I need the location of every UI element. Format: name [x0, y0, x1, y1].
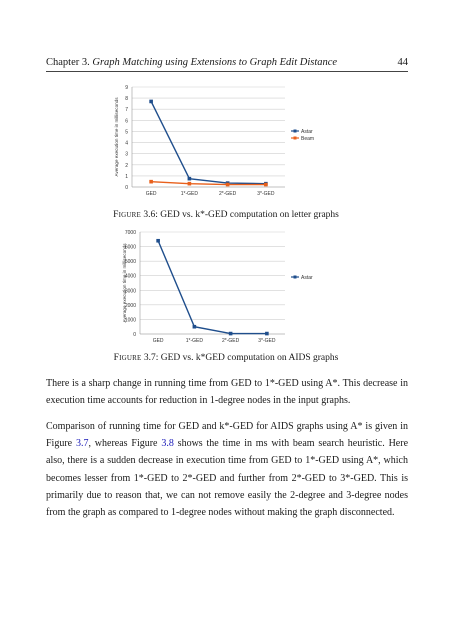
- page-number: 44: [397, 57, 409, 68]
- data-point-astar: [228, 331, 233, 336]
- figure-3-7-chart: 0 1000 2000 3000 4000 5000 6000 7000 GED 1*-GED 2*…: [122, 230, 313, 344]
- y-tick-label: 5: [125, 129, 128, 135]
- x-tick-label: 1*-GED: [186, 338, 204, 344]
- x-tick-label: 2*-GED: [219, 191, 237, 197]
- legend-marker: [293, 136, 297, 140]
- data-point-astar: [187, 176, 192, 181]
- figure-3-7-caption: Figure 3.7: GED vs. k*GED computation on…: [113, 353, 339, 363]
- paragraph-2: Comparison of running time for GED and k…: [46, 421, 409, 519]
- series-line-astar: [157, 240, 267, 335]
- y-tick-label: 9: [125, 85, 128, 91]
- legend-marker: [293, 129, 297, 133]
- y-tick-label: 2000: [125, 303, 136, 309]
- data-point-beam: [187, 181, 192, 186]
- y-tick-label: 6000: [125, 245, 136, 251]
- x-tick-label: GED: [146, 191, 157, 197]
- x-tick-label: 1*-GED: [181, 191, 199, 197]
- y-tick-label: 3: [125, 152, 128, 158]
- data-point-astar: [149, 99, 153, 104]
- x-tick-label: 2*-GED: [222, 338, 240, 344]
- data-point-astar: [156, 238, 160, 243]
- y-tick-label: 5000: [125, 259, 136, 265]
- x-tick-label: GED: [153, 338, 164, 344]
- y-tick-label: 2: [125, 163, 128, 169]
- y-tick-label: 1: [125, 174, 128, 180]
- figure-3-6-chart: 0 1 2 3 4 5 6 7 8 9 GED 1*-GED 2*-GED 3*-GED Average e…: [114, 85, 314, 197]
- legend-marker: [293, 275, 297, 279]
- y-tick-label: 6: [125, 118, 128, 124]
- y-axis-label: Average execution time in milliseconds: [114, 97, 119, 177]
- y-tick-label: 7: [125, 107, 128, 113]
- y-tick-label: 0: [125, 185, 128, 191]
- data-point-astar: [192, 324, 197, 329]
- figure-3-6-caption: Figure 3.6: GED vs. k*-GED computation o…: [113, 210, 339, 220]
- chapter-title: Chapter 3. Graph Matching using Extensio…: [46, 57, 338, 68]
- series-line-astar: [150, 101, 266, 185]
- header-rule: [46, 71, 408, 72]
- data-point-beam: [264, 182, 268, 187]
- running-header: Chapter 3. Graph Matching using Extensio…: [46, 57, 408, 71]
- y-tick-label: 1000: [125, 317, 136, 323]
- y-tick-label: 8: [125, 96, 128, 102]
- y-tick-label: 7000: [125, 230, 136, 236]
- legend-label: Beam: [301, 136, 314, 142]
- y-axis-label: Average execution time in milliseconds: [122, 243, 127, 323]
- figure-3-7-link[interactable]: 3.7: [75, 438, 89, 450]
- legend-label: Astar: [301, 129, 313, 135]
- x-tick-label: 3*-GED: [258, 338, 276, 344]
- x-tick-label: 3*-GED: [257, 191, 275, 197]
- legend-label: Astar: [301, 275, 313, 281]
- data-point-astar: [265, 331, 269, 336]
- data-point-beam: [149, 179, 153, 184]
- figure-3-8-link[interactable]: 3.8: [161, 438, 174, 450]
- y-tick-label: 4000: [125, 274, 136, 280]
- y-tick-label: 4: [125, 141, 128, 147]
- series-line-beam: [151, 180, 266, 186]
- paragraph-1: There is a sharp change in running time …: [46, 378, 408, 407]
- data-point-beam: [225, 182, 230, 187]
- y-tick-label: 0: [133, 332, 136, 338]
- y-tick-label: 3000: [125, 288, 136, 294]
